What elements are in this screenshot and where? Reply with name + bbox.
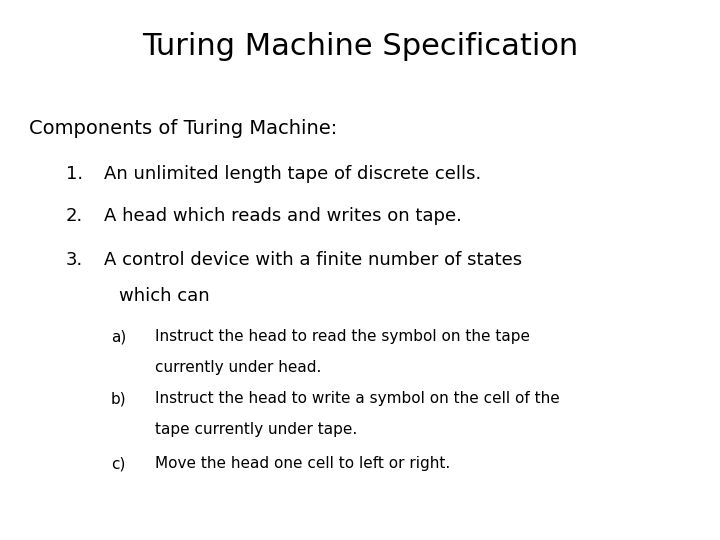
Text: c): c) [112,456,126,471]
Text: which can: which can [119,287,210,305]
Text: Components of Turing Machine:: Components of Turing Machine: [29,119,337,138]
Text: tape currently under tape.: tape currently under tape. [155,422,357,437]
Text: An unlimited length tape of discrete cells.: An unlimited length tape of discrete cel… [104,165,482,183]
Text: currently under head.: currently under head. [155,360,321,375]
Text: Turing Machine Specification: Turing Machine Specification [142,32,578,62]
Text: Move the head one cell to left or right.: Move the head one cell to left or right. [155,456,450,471]
Text: A control device with a finite number of states: A control device with a finite number of… [104,251,523,269]
Text: A head which reads and writes on tape.: A head which reads and writes on tape. [104,207,462,225]
Text: b): b) [110,392,126,407]
Text: Instruct the head to write a symbol on the cell of the: Instruct the head to write a symbol on t… [155,392,559,407]
Text: 2.: 2. [66,207,83,225]
Text: 3.: 3. [66,251,83,269]
Text: Instruct the head to read the symbol on the tape: Instruct the head to read the symbol on … [155,329,530,345]
Text: a): a) [111,329,126,345]
Text: 1.: 1. [66,165,83,183]
